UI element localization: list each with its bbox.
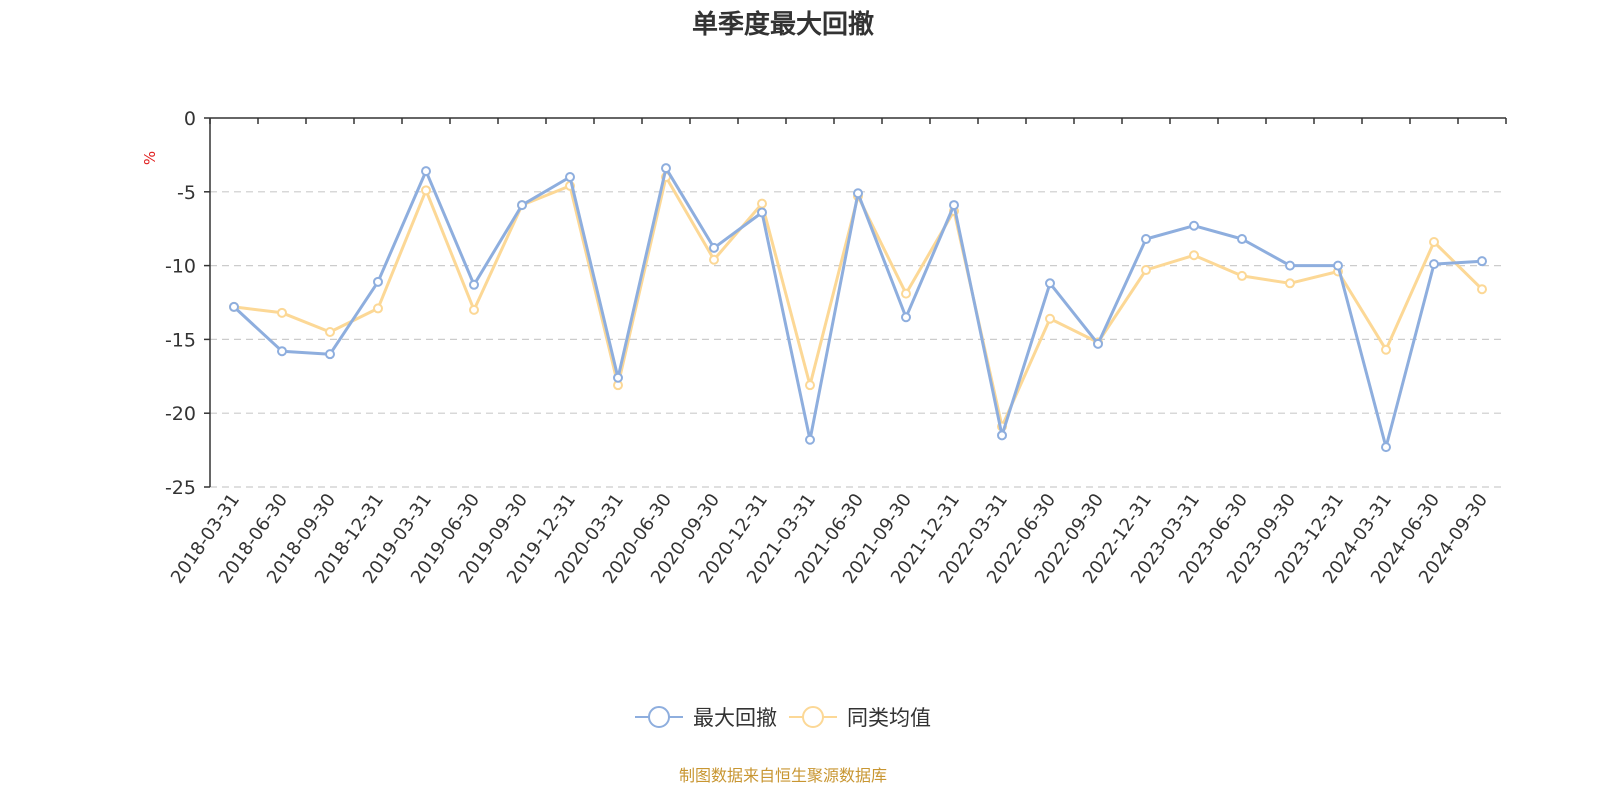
data-point [853, 188, 863, 199]
legend-label: 同类均值 [847, 706, 931, 730]
series-2 [229, 172, 1487, 432]
data-point [229, 301, 239, 312]
data-point [1429, 236, 1439, 247]
grid-lines [210, 191, 1506, 488]
data-point [1189, 220, 1199, 231]
y-tick-label: 0 [184, 108, 196, 130]
legend-marker-icon [789, 706, 837, 728]
data-point [709, 242, 719, 253]
data-point [1477, 284, 1487, 295]
data-point [1381, 442, 1391, 453]
data-point [1045, 278, 1055, 289]
data-point [757, 207, 767, 218]
legend-item-2[interactable]: 同类均值 [789, 702, 931, 732]
y-tick-label: -10 [165, 256, 196, 278]
data-point [1045, 313, 1055, 324]
data-point [1429, 259, 1439, 270]
y-tick-label: -5 [177, 182, 196, 204]
data-point [901, 312, 911, 323]
data-point [1285, 278, 1295, 289]
data-point [1141, 265, 1151, 276]
legend-item-1[interactable]: 最大回撤 [635, 702, 777, 732]
y-tick-label: -15 [165, 329, 196, 351]
y-tick-label: -25 [165, 477, 196, 499]
data-point [325, 327, 335, 338]
data-point [1093, 338, 1103, 349]
legend: 最大回撤 同类均值 [0, 702, 1566, 735]
data-point [421, 185, 431, 196]
data-point [757, 198, 767, 209]
data-point [1237, 270, 1247, 281]
data-point [901, 288, 911, 299]
series-lines [229, 163, 1487, 453]
data-point [1189, 250, 1199, 261]
data-point [709, 254, 719, 265]
data-point [1333, 260, 1343, 271]
data-point [661, 163, 671, 174]
data-point [373, 303, 383, 314]
axes: 0-5-10-15-20-252018-03-312018-06-302018-… [165, 108, 1507, 588]
data-point [805, 434, 815, 445]
data-point [1285, 260, 1295, 271]
data-point [277, 307, 287, 318]
source-note: 制图数据来自恒生聚源数据库 [678, 766, 887, 785]
chart-title: 单季度最大回撤 [691, 10, 874, 40]
legend-label: 最大回撤 [693, 706, 777, 730]
data-point [1141, 234, 1151, 245]
data-point [1477, 256, 1487, 267]
data-point [517, 200, 527, 211]
data-point [1381, 344, 1391, 355]
line-chart: 0-5-10-15-20-252018-03-312018-06-302018-… [141, 108, 1507, 588]
y-tick-label: -20 [165, 403, 196, 425]
data-point [565, 172, 575, 183]
data-point [421, 166, 431, 177]
data-point [277, 346, 287, 357]
legend-marker-icon [635, 706, 683, 728]
data-point [805, 380, 815, 391]
data-point [613, 372, 623, 383]
data-point [949, 200, 959, 211]
data-point [469, 279, 479, 290]
data-point [469, 304, 479, 315]
series-line [232, 166, 1483, 449]
data-point [373, 276, 383, 287]
data-point [997, 430, 1007, 441]
data-point [1237, 234, 1247, 245]
data-point [325, 349, 335, 360]
series-1 [229, 163, 1487, 453]
series-line [233, 175, 1484, 428]
y-axis-unit: % [141, 151, 159, 165]
